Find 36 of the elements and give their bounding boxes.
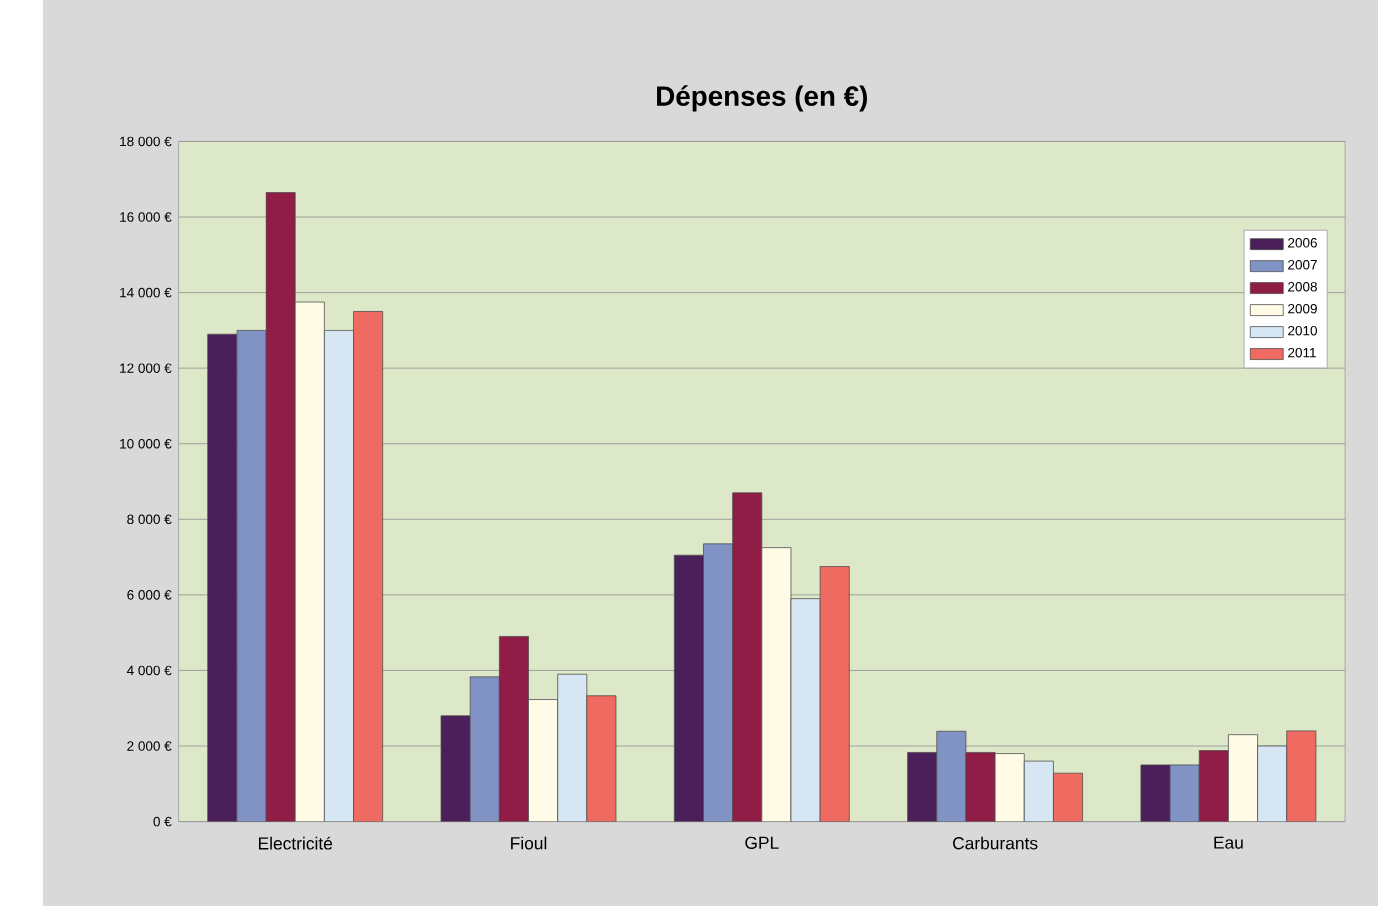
chart-title: Dépenses (en €)	[657, 84, 867, 112]
bar	[820, 566, 850, 822]
bar	[353, 310, 384, 822]
bar	[994, 752, 1025, 822]
bar	[294, 301, 325, 822]
x-tick-label: Eau	[1214, 836, 1243, 849]
bar	[1140, 764, 1171, 822]
bar	[440, 714, 471, 822]
bar	[557, 673, 588, 822]
bar	[1169, 764, 1200, 822]
bar	[674, 554, 704, 822]
x-tick-label: Electricité	[258, 836, 333, 850]
x-tick-label: GPL	[745, 836, 779, 849]
bar	[1286, 730, 1317, 822]
bar	[1257, 745, 1288, 822]
x-tick-label: Fioul	[511, 836, 547, 850]
bar	[732, 492, 762, 822]
bar	[703, 543, 733, 822]
bar	[907, 751, 938, 822]
bar	[1023, 760, 1054, 822]
bar	[790, 598, 821, 822]
bar	[1228, 733, 1258, 822]
bar	[323, 329, 354, 822]
bar	[761, 547, 791, 822]
bar	[469, 676, 500, 822]
bar	[528, 698, 559, 822]
bar	[1053, 772, 1083, 822]
bar	[265, 191, 296, 822]
bar	[586, 694, 617, 822]
bar	[965, 751, 996, 822]
bar	[1198, 749, 1229, 822]
bar	[936, 730, 967, 822]
bar	[498, 635, 529, 822]
bar	[207, 333, 238, 822]
x-tick-label: Carburants	[953, 836, 1038, 850]
bar	[236, 329, 267, 822]
